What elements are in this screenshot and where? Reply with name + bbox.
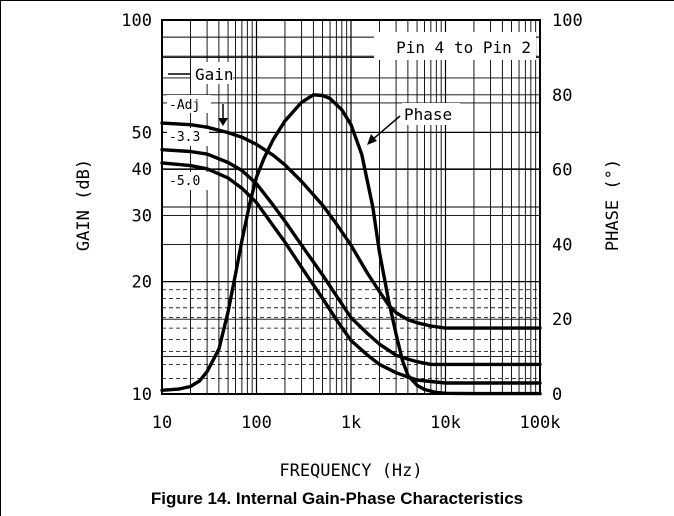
phase-label-text: Phase — [404, 105, 452, 124]
y-left-tick-label: 30 — [132, 207, 152, 227]
x-tick-label: 10k — [430, 413, 461, 433]
pin-label-text: Pin 4 to Pin 2 — [396, 38, 531, 57]
y-left-tick-label: 50 — [132, 124, 152, 144]
y-axis-left-title: GAIN (dB) — [74, 159, 94, 251]
phase-label-bg — [402, 103, 460, 125]
series-line-3v3 — [160, 147, 542, 367]
series-label-bg-5v0 — [167, 172, 209, 190]
y-right-tick-label: 40 — [552, 235, 572, 255]
pin-label-box — [374, 32, 536, 60]
y-right-tick-label: 20 — [552, 310, 572, 330]
y-axis-right-title: PHASE (°) — [603, 159, 623, 251]
y-left-tick-label: 10 — [132, 385, 152, 405]
x-axis-title: FREQUENCY (Hz) — [279, 461, 422, 481]
y-right-tick-label: 80 — [552, 86, 572, 106]
x-tick-label: 10 — [152, 413, 172, 433]
x-tick-label: 1k — [341, 413, 361, 433]
phase-arrow-line — [371, 115, 401, 141]
frame-left-border — [0, 0, 1, 516]
adj-arrow-head — [218, 118, 228, 126]
phase-arrow-head — [367, 134, 377, 145]
x-tick-label: 100 — [241, 413, 272, 433]
x-tick-label: 100k — [520, 413, 561, 433]
y-left-tick-label: 40 — [132, 160, 152, 180]
plot-frame — [161, 19, 541, 395]
series-line-adj — [160, 121, 542, 330]
series-line-5v0 — [160, 161, 542, 385]
frame-top-border — [0, 0, 674, 1]
series-label-bg-3v3 — [167, 128, 209, 146]
series-line-phase — [160, 93, 542, 396]
figure-caption: Figure 14. Internal Gain-Phase Character… — [150, 489, 524, 508]
series-label-5v0: -5.0 — [169, 174, 200, 189]
series-label-3v3: -3.3 — [169, 130, 200, 145]
y-right-tick-label: 100 — [552, 11, 583, 31]
series-label-adj: -Adj — [169, 98, 200, 113]
y-right-tick-label: 60 — [552, 161, 572, 181]
y-left-tick-label: 100 — [121, 11, 152, 31]
tick-labels: 10 100 1k 10k 100k 10 20 30 40 50 100 0 20 40 60 80 100 — [121, 11, 582, 433]
series-label-bg-adj — [167, 95, 211, 113]
y-left-tick-label: 20 — [132, 272, 152, 292]
gain-label-bg — [191, 62, 233, 84]
gain-label-text: Gain — [195, 65, 234, 84]
series — [160, 93, 542, 396]
y-right-tick-label: 0 — [552, 385, 562, 405]
